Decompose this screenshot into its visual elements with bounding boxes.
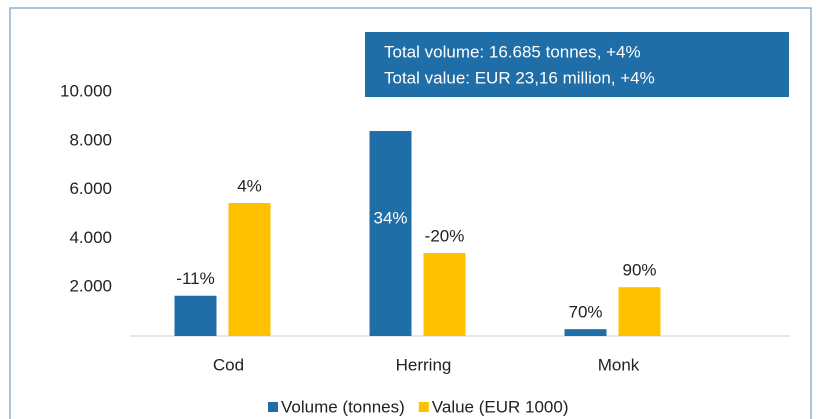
legend-label: Volume (tonnes) [281,397,405,416]
x-tick-label: Monk [598,355,640,374]
legend-swatch [268,402,278,412]
bar [423,253,466,336]
x-tick-label: Herring [396,355,452,374]
data-label: -11% [176,269,214,288]
y-tick-label: 2.000 [69,277,112,296]
annotation-box [365,32,789,97]
x-tick-label: Cod [213,355,244,374]
data-label: 90% [622,261,656,280]
y-tick-label: 4.000 [69,228,112,247]
data-label: 70% [568,303,602,322]
annotation: Total value: EUR 23,16 million, +4% [384,68,655,87]
bar [618,287,661,336]
data-label: -20% [425,227,465,246]
y-tick-label: 10.000 [60,81,112,100]
bar [228,203,271,336]
data-label: 4% [237,177,262,196]
y-tick-label: 8.000 [69,130,112,149]
legend-label: Value (EUR 1000) [432,397,569,416]
bar [564,329,607,336]
annotation: Total volume: 16.685 tonnes, +4% [384,42,641,61]
y-tick-label: 6.000 [69,179,112,198]
bar [174,295,217,336]
legend-swatch [418,402,429,412]
data-label: 34% [373,209,407,228]
bar [369,131,412,336]
